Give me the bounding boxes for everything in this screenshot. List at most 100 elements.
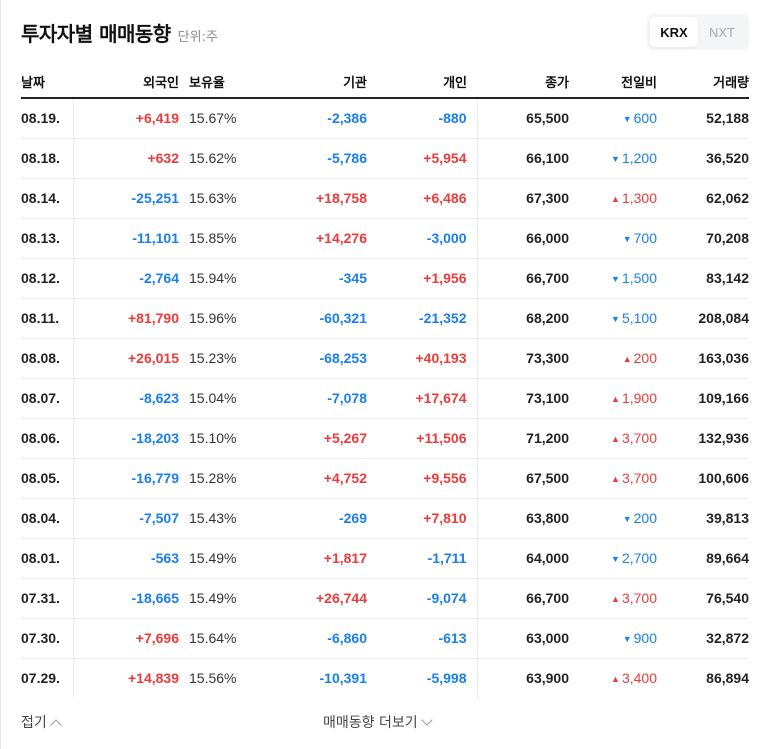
cell-holding-ratio: 15.96% xyxy=(179,298,255,339)
cell-change: ▼ 5,100 xyxy=(569,298,657,339)
cell-individual: +11,506 xyxy=(367,418,478,459)
change-value: 1,300 xyxy=(621,190,657,206)
table-header-row: 날짜 외국인 보유율 기관 개인 종가 전일비 거래량 xyxy=(21,66,749,99)
cell-foreign: +81,790 xyxy=(73,298,179,339)
cell-foreign: -18,665 xyxy=(73,578,179,619)
cell-change: ▲ 3,400 xyxy=(569,658,657,698)
change-value: 1,500 xyxy=(621,270,657,286)
cell-date: 08.01. xyxy=(21,538,74,579)
cell-individual: +6,486 xyxy=(367,178,478,219)
cell-holding-ratio: 15.56% xyxy=(189,670,237,687)
cell-foreign: -7,507 xyxy=(73,498,179,539)
col-header-holding-ratio: 보유율 xyxy=(179,66,255,99)
investor-trading-table: 날짜 외국인 보유율 기관 개인 종가 전일비 거래량 08.19. +6,419… xyxy=(21,66,749,698)
cell-date: 08.04. xyxy=(21,498,74,539)
cell-volume: 39,813 xyxy=(657,498,749,539)
table-footer: 접기 매매동향 더보기 xyxy=(0,712,768,732)
table-row: 08.13. -11,101 15.85% +14,276 -3,000 66,000 ▼ 7… xyxy=(21,218,749,259)
cell-volume: 36,520 xyxy=(657,138,749,179)
change-value: 1,200 xyxy=(621,150,657,166)
market-krx-button[interactable]: KRX xyxy=(650,17,698,47)
fold-button[interactable]: 접기 xyxy=(21,712,62,732)
cell-holding-ratio: 15.49% xyxy=(179,538,255,579)
cell-change: ▼ 2,700 xyxy=(569,538,657,579)
cell-date: 08.12. xyxy=(21,258,74,299)
cell-institution: +26,744 xyxy=(255,578,367,619)
table-row: 08.05. -16,779 15.28% +4,752 +9,556 67,500 ▲ 3,… xyxy=(21,458,749,499)
cell-volume: 132,936 xyxy=(657,418,749,459)
cell-individual: -613 xyxy=(367,618,478,659)
cell-change: ▲ 1,900 xyxy=(569,378,657,419)
table-row: 08.14. -25,251 15.63% +18,758 +6,486 67,300 ▲ 1… xyxy=(21,178,749,219)
cell-foreign: +14,839 xyxy=(128,670,179,687)
triangle-down-icon: ▼ xyxy=(611,314,620,324)
col-header-close-price: 종가 xyxy=(477,66,569,99)
cell-change: ▼ 600 xyxy=(569,98,657,139)
section-header: 투자자별 매매동향 단위:주 xyxy=(21,18,218,48)
cell-foreign: +632 xyxy=(73,138,179,179)
change-value: 900 xyxy=(633,630,657,646)
change-value: 3,700 xyxy=(621,430,657,446)
change-value: 3,400 xyxy=(621,670,657,687)
change-value: 3,700 xyxy=(621,470,657,486)
cell-foreign: -563 xyxy=(73,538,179,579)
cell-holding-ratio: 15.63% xyxy=(179,178,255,219)
cell-holding-ratio: 15.85% xyxy=(179,218,255,259)
cell-institution: -6,860 xyxy=(255,618,367,659)
cell-close-price: 66,700 xyxy=(477,578,569,619)
cell-individual: -1,711 xyxy=(367,538,478,579)
cell-date: 08.07. xyxy=(21,378,74,419)
cell-volume: 100,606 xyxy=(657,458,749,499)
chevron-up-icon xyxy=(50,718,62,731)
cell-date: 07.31. xyxy=(21,578,74,619)
cell-change: ▼ 1,500 xyxy=(569,258,657,299)
cell-change: ▼ 700 xyxy=(569,218,657,259)
cell-close-price: 68,200 xyxy=(477,298,569,339)
cell-change: ▲ 1,300 xyxy=(569,178,657,219)
market-nxt-button[interactable]: NXT xyxy=(709,24,735,40)
cell-volume: 83,142 xyxy=(657,258,749,299)
cell-date: 08.18. xyxy=(21,138,74,179)
cell-change: ▲ 3,700 xyxy=(569,418,657,459)
cell-change: ▼ 1,200 xyxy=(569,138,657,179)
cell-foreign: -2,764 xyxy=(73,258,179,299)
cell-foreign: -25,251 xyxy=(73,178,179,219)
triangle-down-icon: ▼ xyxy=(622,114,632,125)
table-row: 08.11. +81,790 15.96% -60,321 -21,352 68,200 ▼… xyxy=(21,298,749,339)
table-body: 08.19. +6,419 15.67% -2,386 -880 65,500 ▼ 600 52… xyxy=(21,98,749,698)
cell-date: 08.11. xyxy=(21,298,74,339)
chevron-down-icon xyxy=(420,714,433,726)
cell-volume: 89,664 xyxy=(657,538,749,579)
cell-volume: 163,036 xyxy=(657,338,749,379)
triangle-down-icon: ▼ xyxy=(611,154,620,164)
cell-close-price: 71,200 xyxy=(477,418,569,459)
cell-volume: 208,084 xyxy=(657,298,749,339)
triangle-down-icon: ▼ xyxy=(611,274,620,284)
cell-holding-ratio: 15.94% xyxy=(179,258,255,299)
cell-volume: 70,208 xyxy=(657,218,749,259)
cell-institution: +18,758 xyxy=(255,178,367,219)
change-value: 3,700 xyxy=(621,590,657,606)
cell-close-price: 66,000 xyxy=(477,218,569,259)
cell-close-price: 63,000 xyxy=(477,618,569,659)
cell-institution: -5,786 xyxy=(255,138,367,179)
cell-foreign: -16,779 xyxy=(73,458,179,499)
cell-change: ▼ 200 xyxy=(569,498,657,539)
more-trading-button[interactable]: 매매동향 더보기 xyxy=(323,712,433,732)
table-row: 08.19. +6,419 15.67% -2,386 -880 65,500 ▼ 600 52… xyxy=(21,98,749,139)
cell-institution: +4,752 xyxy=(255,458,367,499)
triangle-up-icon: ▲ xyxy=(611,194,620,204)
change-value: 200 xyxy=(633,350,657,366)
col-header-volume: 거래량 xyxy=(657,66,749,99)
cell-close-price: 63,900 xyxy=(526,670,569,687)
cell-institution: -60,321 xyxy=(255,298,367,339)
cell-change: ▲ 3,700 xyxy=(569,458,657,499)
change-value: 1,900 xyxy=(621,390,657,406)
cell-holding-ratio: 15.28% xyxy=(179,458,255,499)
cell-institution: -68,253 xyxy=(255,338,367,379)
col-header-foreign: 외국인 xyxy=(73,66,179,99)
col-header-individual: 개인 xyxy=(367,66,477,99)
cell-institution: +14,276 xyxy=(255,218,367,259)
cell-holding-ratio: 15.04% xyxy=(179,378,255,419)
cell-institution: +1,817 xyxy=(255,538,367,579)
